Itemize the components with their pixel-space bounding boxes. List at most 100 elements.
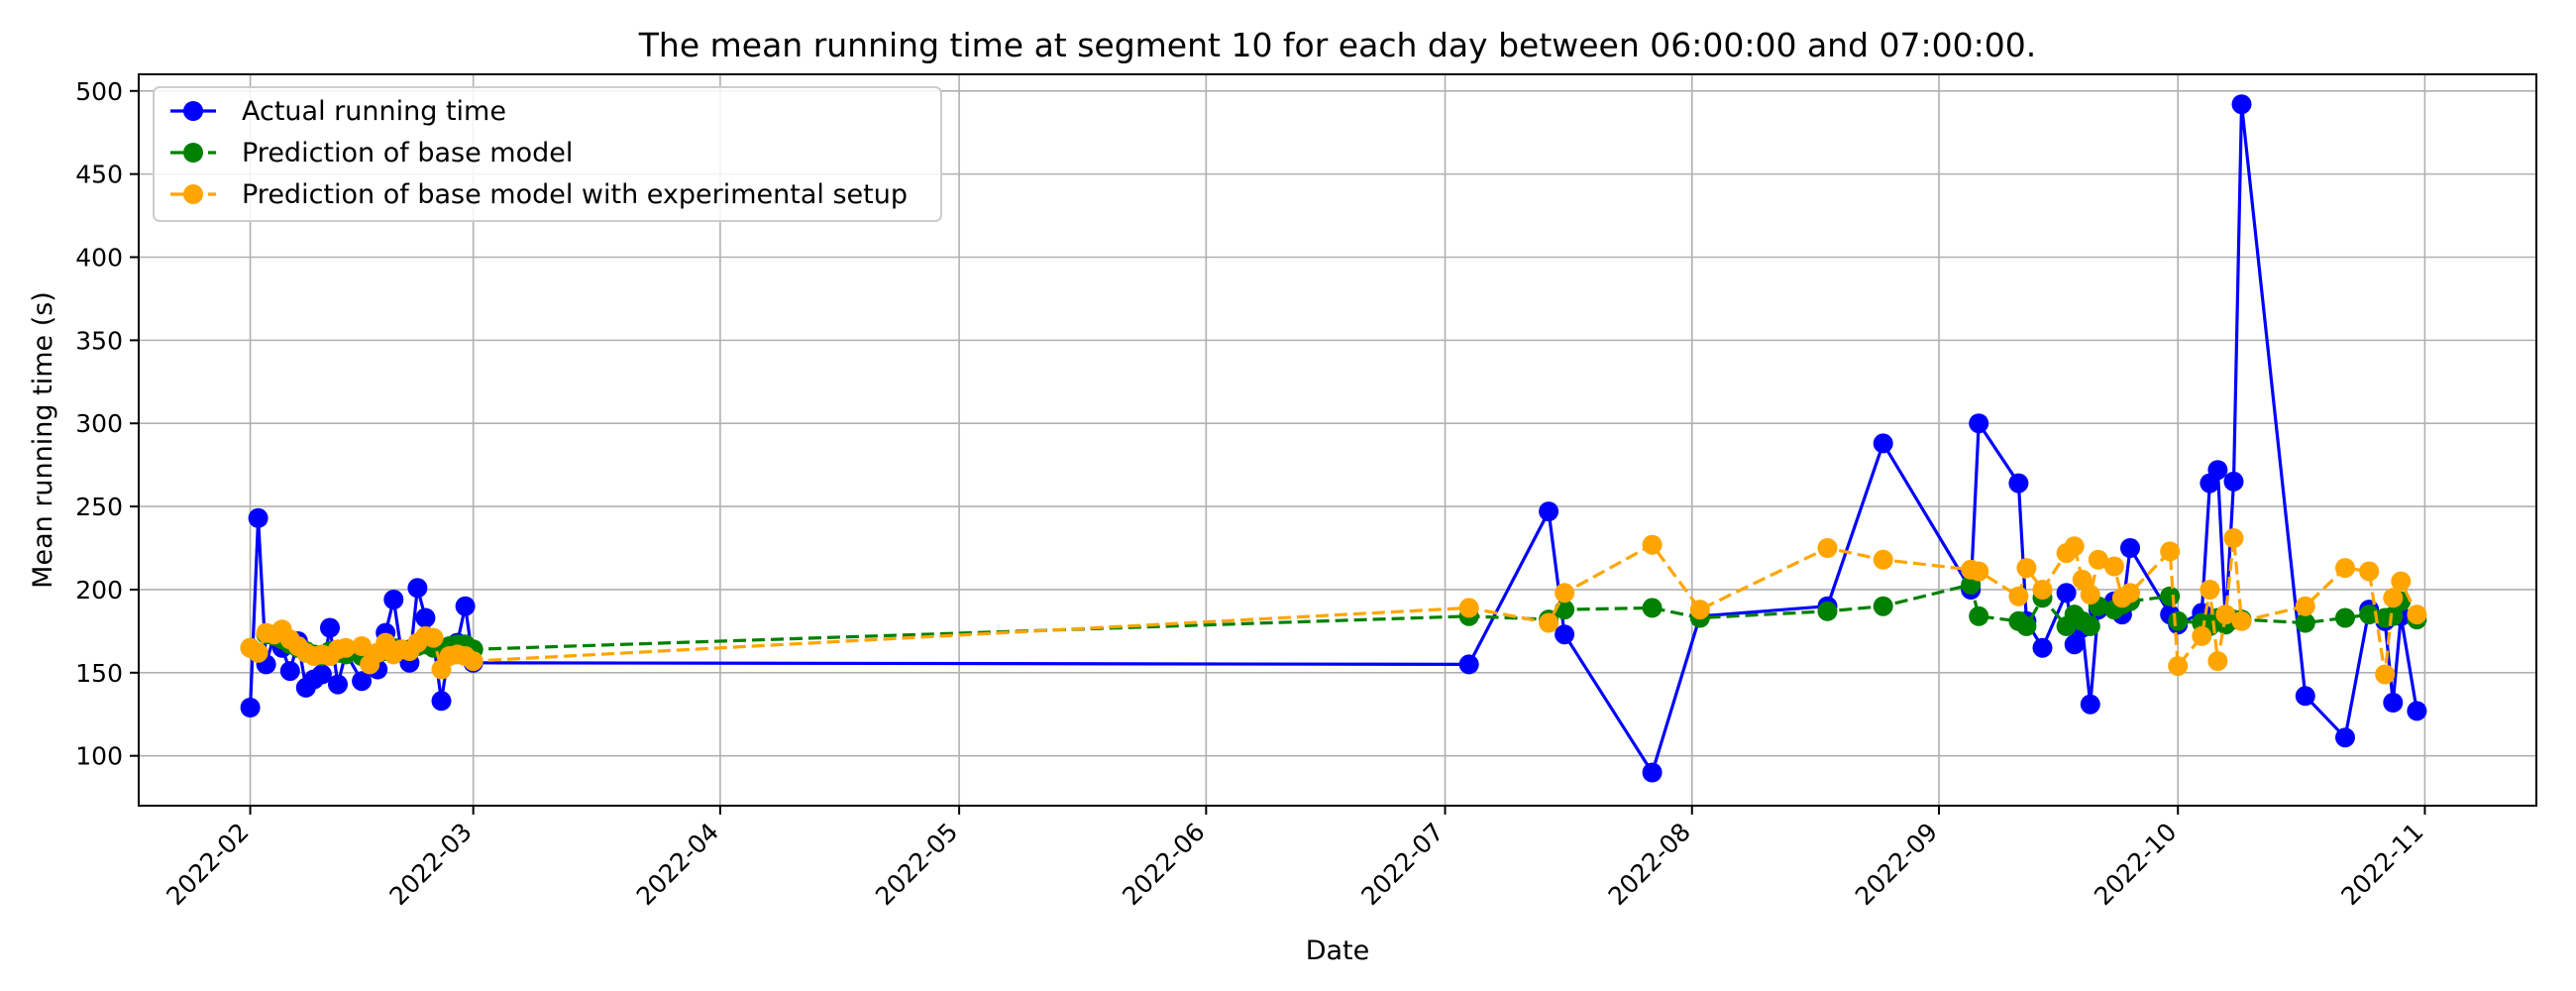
legend-label: Prediction of base model with experiment… (242, 179, 908, 210)
data-point (2016, 615, 2037, 636)
data-point (352, 636, 373, 656)
data-point (1642, 762, 1663, 783)
data-point (2080, 615, 2100, 636)
legend-box (153, 86, 942, 222)
legend-marker (183, 143, 203, 163)
data-point (2168, 610, 2189, 631)
data-point (383, 590, 404, 609)
data-point (2223, 528, 2244, 548)
data-point (248, 507, 268, 528)
data-point (2008, 586, 2029, 606)
data-point (2120, 538, 2140, 558)
y-tick-label: 100 (75, 742, 123, 771)
data-point (336, 637, 356, 658)
data-point (2160, 541, 2181, 562)
data-point (2359, 605, 2380, 625)
data-point (248, 642, 268, 663)
y-tick-label: 350 (75, 326, 123, 355)
y-axis-label: Mean running time (s) (28, 291, 58, 589)
legend-marker (183, 184, 203, 204)
data-point (2200, 580, 2220, 600)
data-point (463, 651, 483, 672)
data-point (2080, 585, 2100, 605)
data-point (279, 661, 300, 682)
legend-marker (183, 101, 203, 121)
data-point (1873, 596, 1893, 616)
data-point (2008, 473, 2029, 494)
data-point (2407, 605, 2427, 625)
data-point (240, 698, 261, 717)
data-point (2080, 694, 2100, 715)
data-point (455, 596, 476, 616)
y-tick-label: 300 (75, 409, 123, 438)
data-point (423, 627, 444, 648)
data-point (311, 664, 332, 685)
data-point (1555, 583, 1575, 604)
data-point (2088, 549, 2108, 570)
data-point (2103, 556, 2124, 577)
data-point (2016, 558, 2037, 579)
data-point (2383, 693, 2404, 713)
data-point (328, 674, 348, 695)
data-point (431, 691, 452, 712)
data-point (2335, 607, 2355, 628)
data-point (1873, 433, 1893, 454)
legend-label: Prediction of base model (242, 138, 573, 168)
data-point (2064, 634, 2085, 655)
data-point (320, 617, 340, 638)
data-point (2383, 606, 2404, 626)
y-tick-label: 200 (75, 576, 123, 605)
data-point (2032, 580, 2053, 600)
data-point (1969, 561, 1989, 582)
data-point (2295, 612, 2315, 633)
data-point (2375, 664, 2396, 685)
data-point (2056, 583, 2077, 604)
data-point (2072, 569, 2093, 590)
plot-frame (138, 73, 2537, 807)
data-point (2359, 561, 2380, 582)
legend-item: Prediction of base model with experiment… (170, 179, 908, 210)
y-tick-label: 250 (75, 493, 123, 521)
data-point (1969, 606, 1989, 626)
x-axis-label: Date (1306, 936, 1370, 966)
series-3 (240, 528, 2427, 685)
data-point (352, 671, 373, 692)
data-point (2383, 588, 2404, 608)
data-point (2335, 727, 2355, 748)
data-point (1689, 600, 1710, 620)
data-point (1458, 598, 1479, 618)
data-point (2407, 701, 2427, 721)
y-tick-label: 150 (75, 659, 123, 688)
data-point (2207, 651, 2228, 672)
data-point (1642, 534, 1663, 555)
data-point (1873, 549, 1893, 570)
data-point (2207, 460, 2228, 481)
data-point (2295, 596, 2315, 616)
series-layer (240, 94, 2427, 783)
data-point (415, 607, 436, 628)
data-point (2391, 571, 2412, 592)
data-point (1817, 538, 1838, 558)
data-point (1555, 624, 1575, 645)
legend-item: Actual running time (170, 96, 506, 127)
data-point (2032, 637, 2053, 658)
data-point (2168, 656, 2189, 677)
data-point (2223, 471, 2244, 492)
data-point (2192, 625, 2212, 646)
data-point (1458, 654, 1479, 675)
data-point (2335, 558, 2355, 579)
data-point (2215, 605, 2236, 625)
data-point (407, 578, 428, 599)
y-tick-label: 500 (75, 77, 123, 106)
legend: Actual running time Prediction of base mo… (153, 86, 942, 222)
data-point (2231, 610, 2252, 631)
data-point (1539, 501, 1559, 522)
legend-item: Prediction of base model (170, 138, 573, 168)
data-point (2064, 536, 2085, 557)
data-point (2120, 583, 2140, 604)
y-axis: 100 150 200 250 300 350 400 450 500 (75, 77, 139, 771)
data-point (1817, 601, 1838, 621)
data-point (1539, 612, 1559, 633)
y-tick-label: 450 (75, 161, 123, 189)
